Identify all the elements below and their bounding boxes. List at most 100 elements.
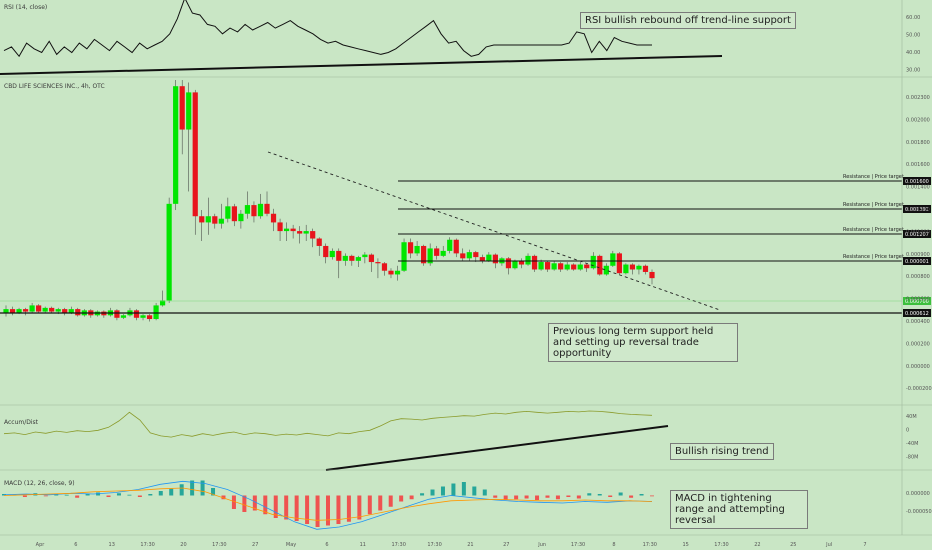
macd-histogram-bar xyxy=(190,480,195,496)
candle-body xyxy=(186,92,192,130)
price-tick-label: 0.000600 xyxy=(906,297,930,303)
candle-body xyxy=(231,206,237,222)
candle-body xyxy=(36,305,42,312)
resistance-price-tag xyxy=(903,205,931,213)
macd-tick-label: -0.000050 xyxy=(906,509,932,515)
candle-body xyxy=(270,213,277,223)
price-tick-label: 0.001400 xyxy=(906,185,930,191)
candle-body xyxy=(453,239,459,254)
accum-dist-trendline xyxy=(325,425,669,471)
macd-histogram-bar xyxy=(211,488,216,496)
time-tick-label: 7 xyxy=(863,542,866,548)
macd-histogram-bar xyxy=(576,495,581,499)
candle-body xyxy=(212,216,218,224)
macd-histogram-bar xyxy=(566,495,571,497)
candle-body xyxy=(42,307,48,312)
candle-body xyxy=(584,264,590,269)
candle-body xyxy=(525,255,531,265)
candle-body xyxy=(283,228,290,232)
candle-body xyxy=(544,262,551,270)
macd-histogram-bar xyxy=(514,495,519,500)
candle-body xyxy=(407,242,414,254)
candle-body xyxy=(486,254,492,261)
macd-histogram-bar xyxy=(231,495,236,509)
candle-body xyxy=(434,248,440,256)
candle-body xyxy=(133,310,140,318)
candle-body xyxy=(590,255,596,269)
price-tick-label: 0.001200 xyxy=(906,207,930,213)
macd-histogram-bar xyxy=(179,484,184,496)
macd-histogram-bar xyxy=(388,495,393,507)
time-tick-label: 27 xyxy=(252,542,258,548)
macd-histogram-bar xyxy=(545,495,550,498)
candle-body xyxy=(22,309,29,312)
macd-histogram-bar xyxy=(430,489,435,496)
macd-histogram-bar xyxy=(85,494,90,496)
candle-body xyxy=(173,86,179,204)
price-tick-label: 0.001600 xyxy=(906,162,930,168)
time-tick-label: May xyxy=(286,542,296,548)
resistance-price-text: 0.001600 xyxy=(905,179,929,185)
macd-histogram-bar xyxy=(493,495,498,498)
macd-histogram-bar xyxy=(650,495,654,497)
candle-body xyxy=(166,203,172,301)
candle-body xyxy=(394,270,401,275)
macd-histogram-bar xyxy=(639,494,644,496)
macd-annotation: MACD in tightening range and attempting … xyxy=(670,490,808,529)
macd-histogram-bar xyxy=(618,492,623,496)
macd-histogram-bar xyxy=(273,495,278,518)
macd-histogram-bar xyxy=(555,495,560,500)
macd-histogram-bar xyxy=(482,489,487,496)
candle-body xyxy=(597,255,603,275)
candle-body xyxy=(9,309,16,313)
macd-tick-label: 0.000000 xyxy=(906,491,930,497)
time-tick-label: Apr xyxy=(36,542,46,548)
macd-histogram-bar xyxy=(43,495,48,497)
candle-body xyxy=(636,265,642,270)
time-tick-label: 22 xyxy=(754,542,760,548)
candle-body xyxy=(381,263,388,271)
macd-histogram-bar xyxy=(127,494,132,496)
price-tick-label: 0.002000 xyxy=(906,117,930,123)
candle-body xyxy=(479,257,485,261)
macd-histogram-bar xyxy=(440,486,445,496)
candle-body xyxy=(29,305,35,312)
rsi-pane-label: RSI (14, close) xyxy=(4,4,47,11)
price-tick-label: 0.000200 xyxy=(906,341,930,347)
macd-histogram-bar xyxy=(451,483,456,496)
candle-body xyxy=(16,309,22,313)
candle-body xyxy=(3,309,9,313)
candle-body xyxy=(505,258,512,269)
candle-body xyxy=(375,262,381,264)
candle-body xyxy=(401,242,407,271)
candle-body xyxy=(388,270,394,275)
candle-body xyxy=(642,265,649,272)
resistance-price-text: 0.001207 xyxy=(905,232,929,238)
candle-body xyxy=(603,265,609,275)
macd-histogram-bar xyxy=(106,495,111,497)
ad-tick-label: 40M xyxy=(906,414,917,420)
resistance-price-tag xyxy=(903,230,931,238)
candle-body xyxy=(244,205,251,214)
time-tick-label: 11 xyxy=(360,542,366,548)
macd-histogram-bar xyxy=(336,495,341,524)
time-tick-label: 17:30 xyxy=(714,542,728,548)
time-tick-label: 17:30 xyxy=(643,542,657,548)
macd-histogram-bar xyxy=(242,495,247,512)
time-tick-label: 17:30 xyxy=(212,542,226,548)
candle-body xyxy=(336,250,342,261)
candle-body xyxy=(440,250,446,256)
candle-body xyxy=(414,245,420,254)
macd-histogram-bar xyxy=(64,494,69,496)
candle-body xyxy=(349,255,355,261)
candle-body xyxy=(146,315,153,320)
macd-histogram-bar xyxy=(116,493,121,496)
ad-pane-label: Accum/Dist xyxy=(4,419,39,426)
price-tick-label: 0.001000 xyxy=(906,229,930,235)
candle-body xyxy=(610,253,616,266)
ad-tick-label: 0 xyxy=(906,428,909,434)
accum-dist-pane xyxy=(3,410,669,471)
accum-dist-line xyxy=(3,410,653,438)
macd-histogram-bar xyxy=(315,495,320,527)
